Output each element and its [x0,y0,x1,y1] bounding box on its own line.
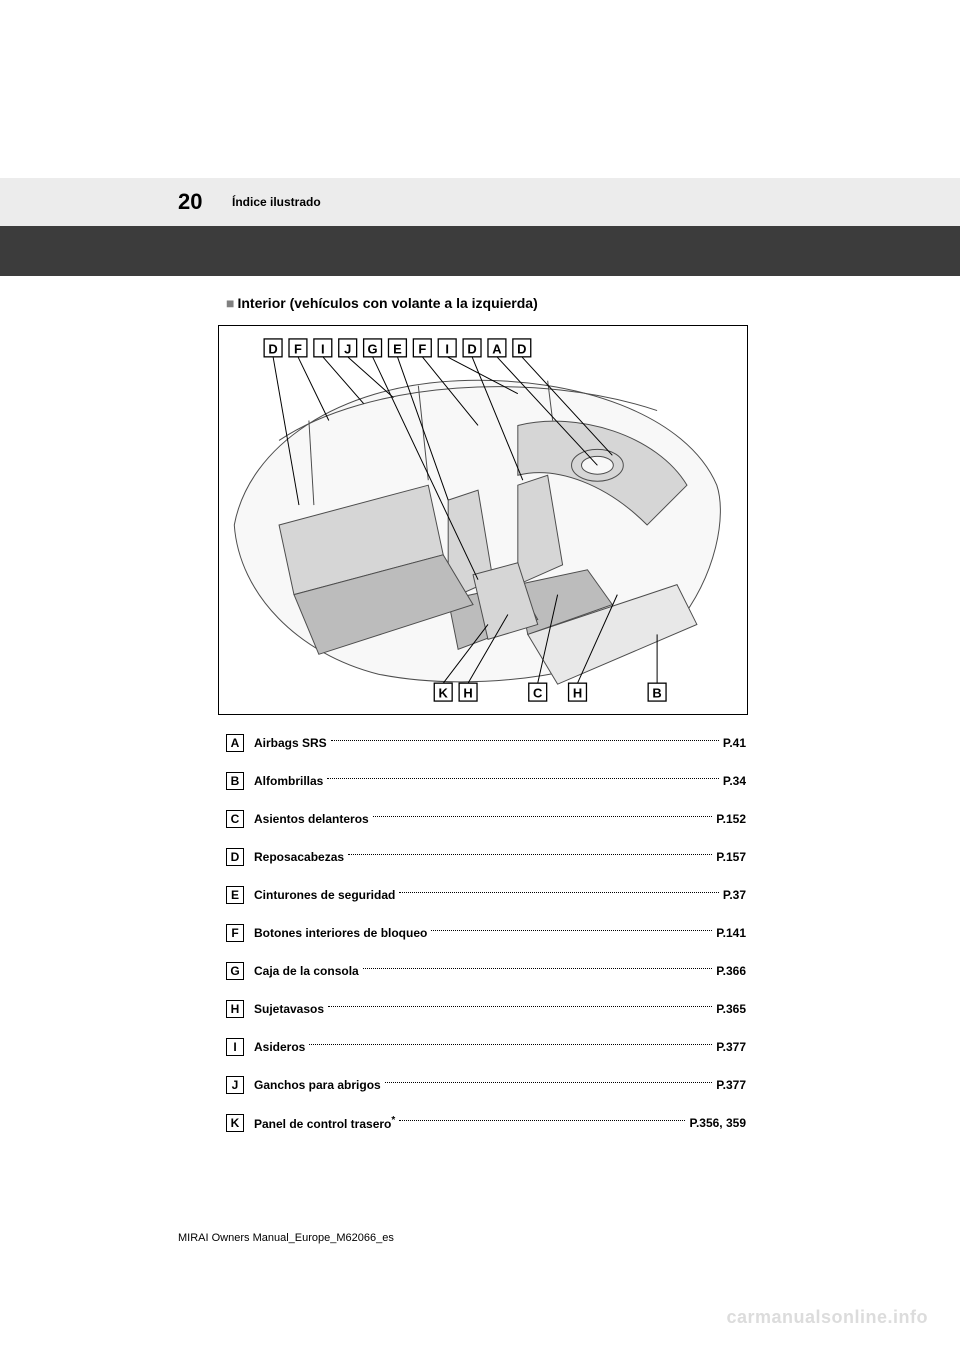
entry-label: Airbags SRS [254,736,327,750]
page-ref: P.152 [716,812,746,826]
entry-label: Reposacabezas [254,850,344,864]
svg-text:A: A [492,341,501,356]
svg-text:I: I [445,341,449,356]
page-ref: P.157 [716,850,746,864]
svg-text:D: D [517,341,526,356]
leader-dots [399,1120,685,1121]
index-row: D Reposacabezas P.157 [226,848,746,866]
index-row: J Ganchos para abrigos P.377 [226,1076,746,1094]
letter-box: B [226,772,244,790]
header-band [0,178,960,226]
letter-box: E [226,886,244,904]
leader-dots [309,1044,712,1045]
page-ref: P.41 [723,736,746,750]
letter-box: F [226,924,244,942]
index-row: B Alfombrillas P.34 [226,772,746,790]
entry-label: Sujetavasos [254,1002,324,1016]
letter-box: H [226,1000,244,1018]
leader-dots [399,892,719,893]
subheading-text: Interior (vehículos con volante a la izq… [237,295,537,311]
entry-label: Asientos delanteros [254,812,369,826]
entry-label: Panel de control trasero* [254,1115,395,1131]
dark-band [0,226,960,276]
diagram-svg: DFIJGEFIDAD KHCHB [219,326,747,714]
letter-box: J [226,1076,244,1094]
svg-text:B: B [652,686,661,701]
svg-text:D: D [467,341,476,356]
leader-dots [385,1082,712,1083]
leader-dots [431,930,712,931]
section-title: Índice ilustrado [232,195,321,209]
letter-box: I [226,1038,244,1056]
index-row: E Cinturones de seguridad P.37 [226,886,746,904]
svg-text:H: H [573,686,582,701]
leader-dots [328,1006,712,1007]
svg-text:F: F [418,341,426,356]
entry-label: Caja de la consola [254,964,359,978]
letter-box: K [226,1114,244,1132]
entry-label: Alfombrillas [254,774,323,788]
page-ref: P.37 [723,888,746,902]
page-ref: P.356, 359 [689,1116,746,1130]
index-list: A Airbags SRS P.41 B Alfombrillas P.34 C Asient… [226,734,746,1152]
svg-text:J: J [344,341,351,356]
leader-dots [348,854,712,855]
page-ref: P.377 [716,1078,746,1092]
index-row: K Panel de control trasero* P.356, 359 [226,1114,746,1132]
leader-dots [327,778,719,779]
leader-dots [363,968,712,969]
entry-label: Botones interiores de bloqueo [254,926,427,940]
svg-text:E: E [393,341,402,356]
letter-box: C [226,810,244,828]
page-ref: P.141 [716,926,746,940]
square-bullet-icon: ■ [226,295,234,311]
page-ref: P.34 [723,774,746,788]
svg-text:D: D [268,341,277,356]
index-row: A Airbags SRS P.41 [226,734,746,752]
svg-text:K: K [439,686,449,701]
page-ref: P.377 [716,1040,746,1054]
index-row: G Caja de la consola P.366 [226,962,746,980]
page-number: 20 [178,189,202,215]
letter-box: D [226,848,244,866]
svg-text:I: I [321,341,325,356]
svg-text:C: C [533,686,542,701]
subheading: ■Interior (vehículos con volante a la iz… [226,295,538,311]
entry-label: Ganchos para abrigos [254,1078,381,1092]
entry-label: Asideros [254,1040,305,1054]
page-ref: P.366 [716,964,746,978]
index-row: F Botones interiores de bloqueo P.141 [226,924,746,942]
footer-text: MIRAI Owners Manual_Europe_M62066_es [178,1232,394,1244]
watermark: carmanualsonline.info [726,1307,928,1328]
interior-diagram: DFIJGEFIDAD KHCHB [218,325,748,715]
letter-box: G [226,962,244,980]
leader-dots [331,740,719,741]
letter-box: A [226,734,244,752]
index-row: H Sujetavasos P.365 [226,1000,746,1018]
entry-label: Cinturones de seguridad [254,888,395,902]
page-ref: P.365 [716,1002,746,1016]
svg-text:G: G [368,341,378,356]
svg-text:H: H [463,686,472,701]
index-row: C Asientos delanteros P.152 [226,810,746,828]
leader-dots [373,816,712,817]
svg-text:F: F [294,341,302,356]
index-row: I Asideros P.377 [226,1038,746,1056]
